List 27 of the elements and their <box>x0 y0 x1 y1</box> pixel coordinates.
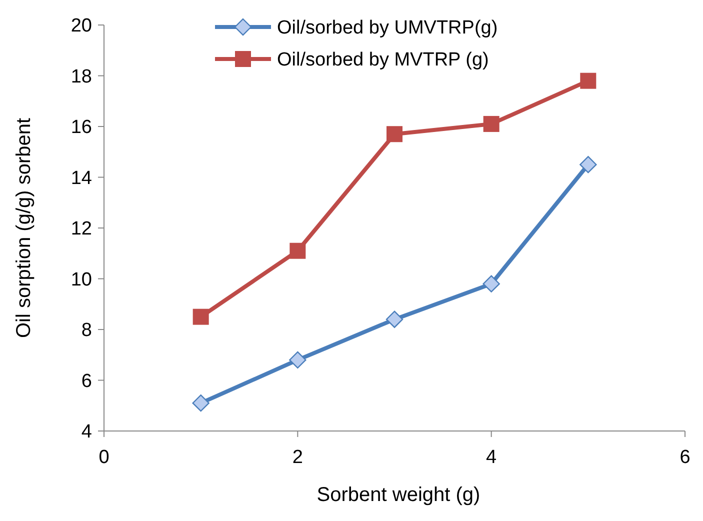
point <box>580 156 597 174</box>
point <box>483 116 500 132</box>
legend-label: Oil/sorbed by UMVTRP(g) <box>277 18 498 39</box>
point <box>290 242 306 259</box>
y-tick-label: 14 <box>70 168 92 189</box>
x-tick-label: 6 <box>680 447 690 468</box>
x-axis-title: Sorbent weight (g) <box>316 484 480 506</box>
point <box>482 275 500 292</box>
point <box>580 72 596 89</box>
y-axis-title: Oil sorption (g/g) sorbent <box>13 118 35 338</box>
point <box>386 126 402 142</box>
y-tick-label: 10 <box>70 269 92 290</box>
y-tick-label: 18 <box>70 66 92 88</box>
y-tick-label: 12 <box>70 218 92 240</box>
x-tick-label: 4 <box>486 447 498 468</box>
point <box>192 394 210 412</box>
point <box>192 308 209 325</box>
x-tick-label: 2 <box>292 447 303 468</box>
point <box>386 310 404 328</box>
legend-label: Oil/sorbed by MVTRP (g) <box>277 50 489 71</box>
y-tick-label: 8 <box>81 320 92 342</box>
y-tick-label: 20 <box>70 16 92 37</box>
point <box>289 351 306 369</box>
x-tick-label: 0 <box>98 447 110 468</box>
y-tick-label: 16 <box>70 117 92 138</box>
y-tick-label: 6 <box>81 370 92 392</box>
y-tick-label: 4 <box>81 422 92 443</box>
